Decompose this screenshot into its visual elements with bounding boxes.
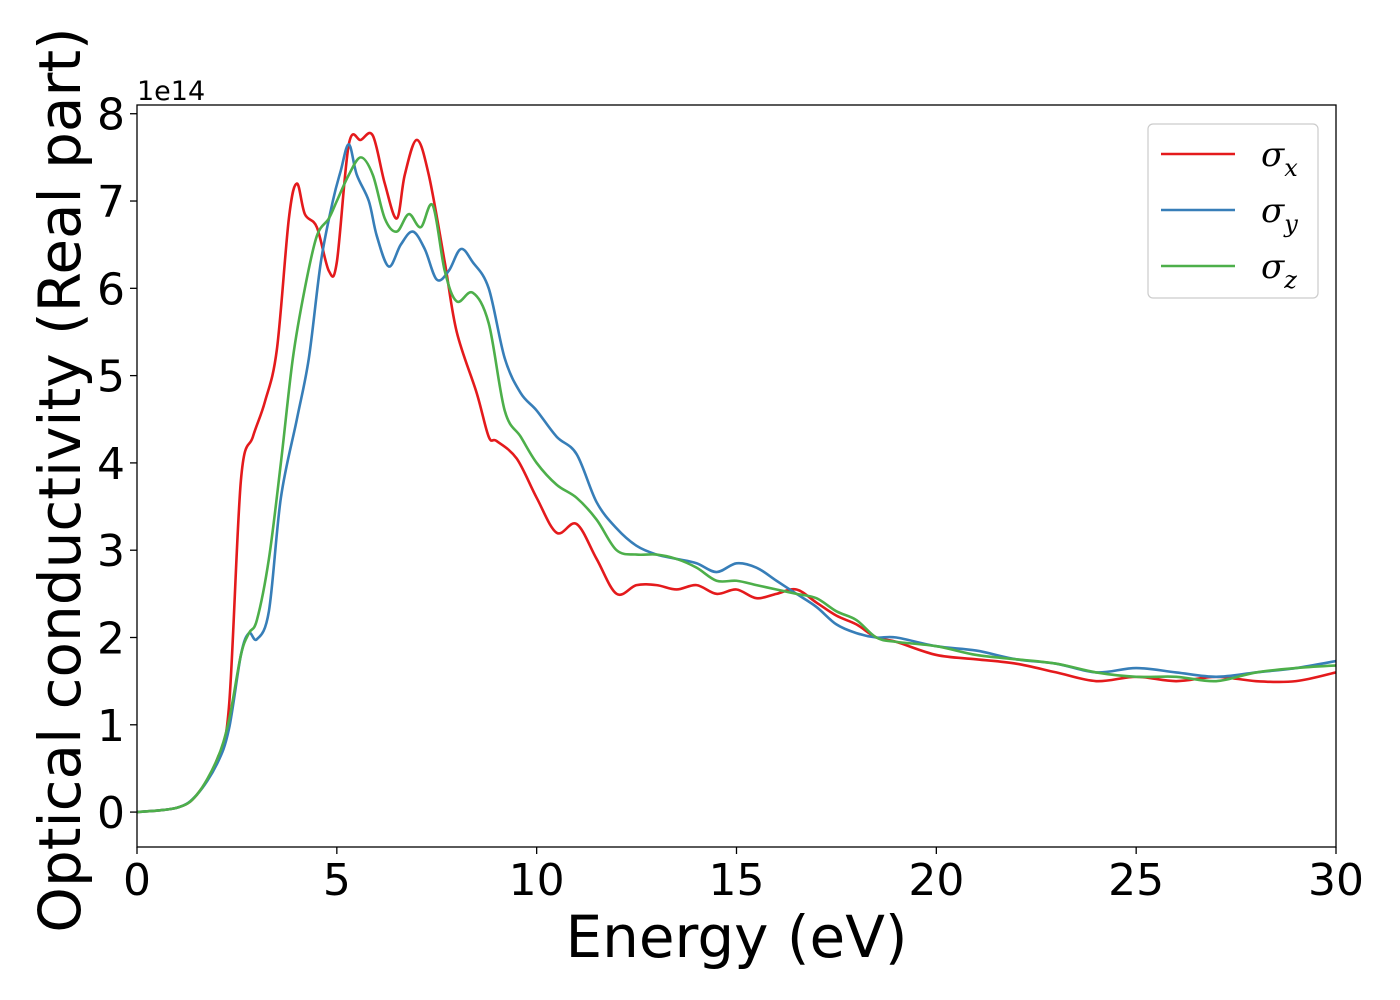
- legend-label-subscript: y: [1283, 210, 1298, 238]
- y-tick-label: 1: [97, 701, 125, 752]
- x-tick-label: 0: [123, 855, 151, 906]
- x-tick-label: 10: [509, 855, 565, 906]
- legend-label-y: σy: [1261, 191, 1298, 238]
- series-layer: [137, 131, 1336, 814]
- y-tick-label: 6: [97, 264, 125, 315]
- legend-label-z: σz: [1261, 247, 1297, 294]
- legend-label-subscript: x: [1284, 154, 1298, 182]
- x-axis: 0 5 10 15 20 25 30: [123, 847, 1364, 906]
- x-tick-label: 30: [1308, 855, 1364, 906]
- y-axis: 0 1 2 3 4 5 6 7 8: [97, 90, 137, 839]
- legend-label-x: σx: [1261, 135, 1298, 182]
- y-tick-label: 2: [97, 613, 125, 664]
- x-tick-label: 25: [1108, 855, 1164, 906]
- x-tick-label: 15: [709, 855, 765, 906]
- y-tick-label: 3: [97, 526, 125, 577]
- x-tick-label: 5: [323, 855, 351, 906]
- series-line-z: [137, 156, 1336, 814]
- y-tick-label: 8: [97, 90, 125, 141]
- y-axis-offset-text: 1e14: [137, 76, 205, 107]
- x-tick-label: 20: [908, 855, 964, 906]
- legend-label-subscript: z: [1283, 266, 1297, 294]
- series-line-x: [137, 131, 1336, 814]
- legend-label-base: σ: [1261, 247, 1285, 287]
- y-tick-label: 7: [97, 177, 125, 228]
- y-axis-label: Optical conductivity (Real part): [26, 27, 94, 932]
- y-tick-label: 4: [97, 439, 125, 490]
- y-tick-label: 0: [97, 788, 125, 839]
- legend-label-base: σ: [1261, 135, 1285, 175]
- y-tick-label: 5: [97, 352, 125, 403]
- legend-label-base: σ: [1261, 191, 1285, 231]
- x-axis-label: Energy (eV): [565, 903, 907, 971]
